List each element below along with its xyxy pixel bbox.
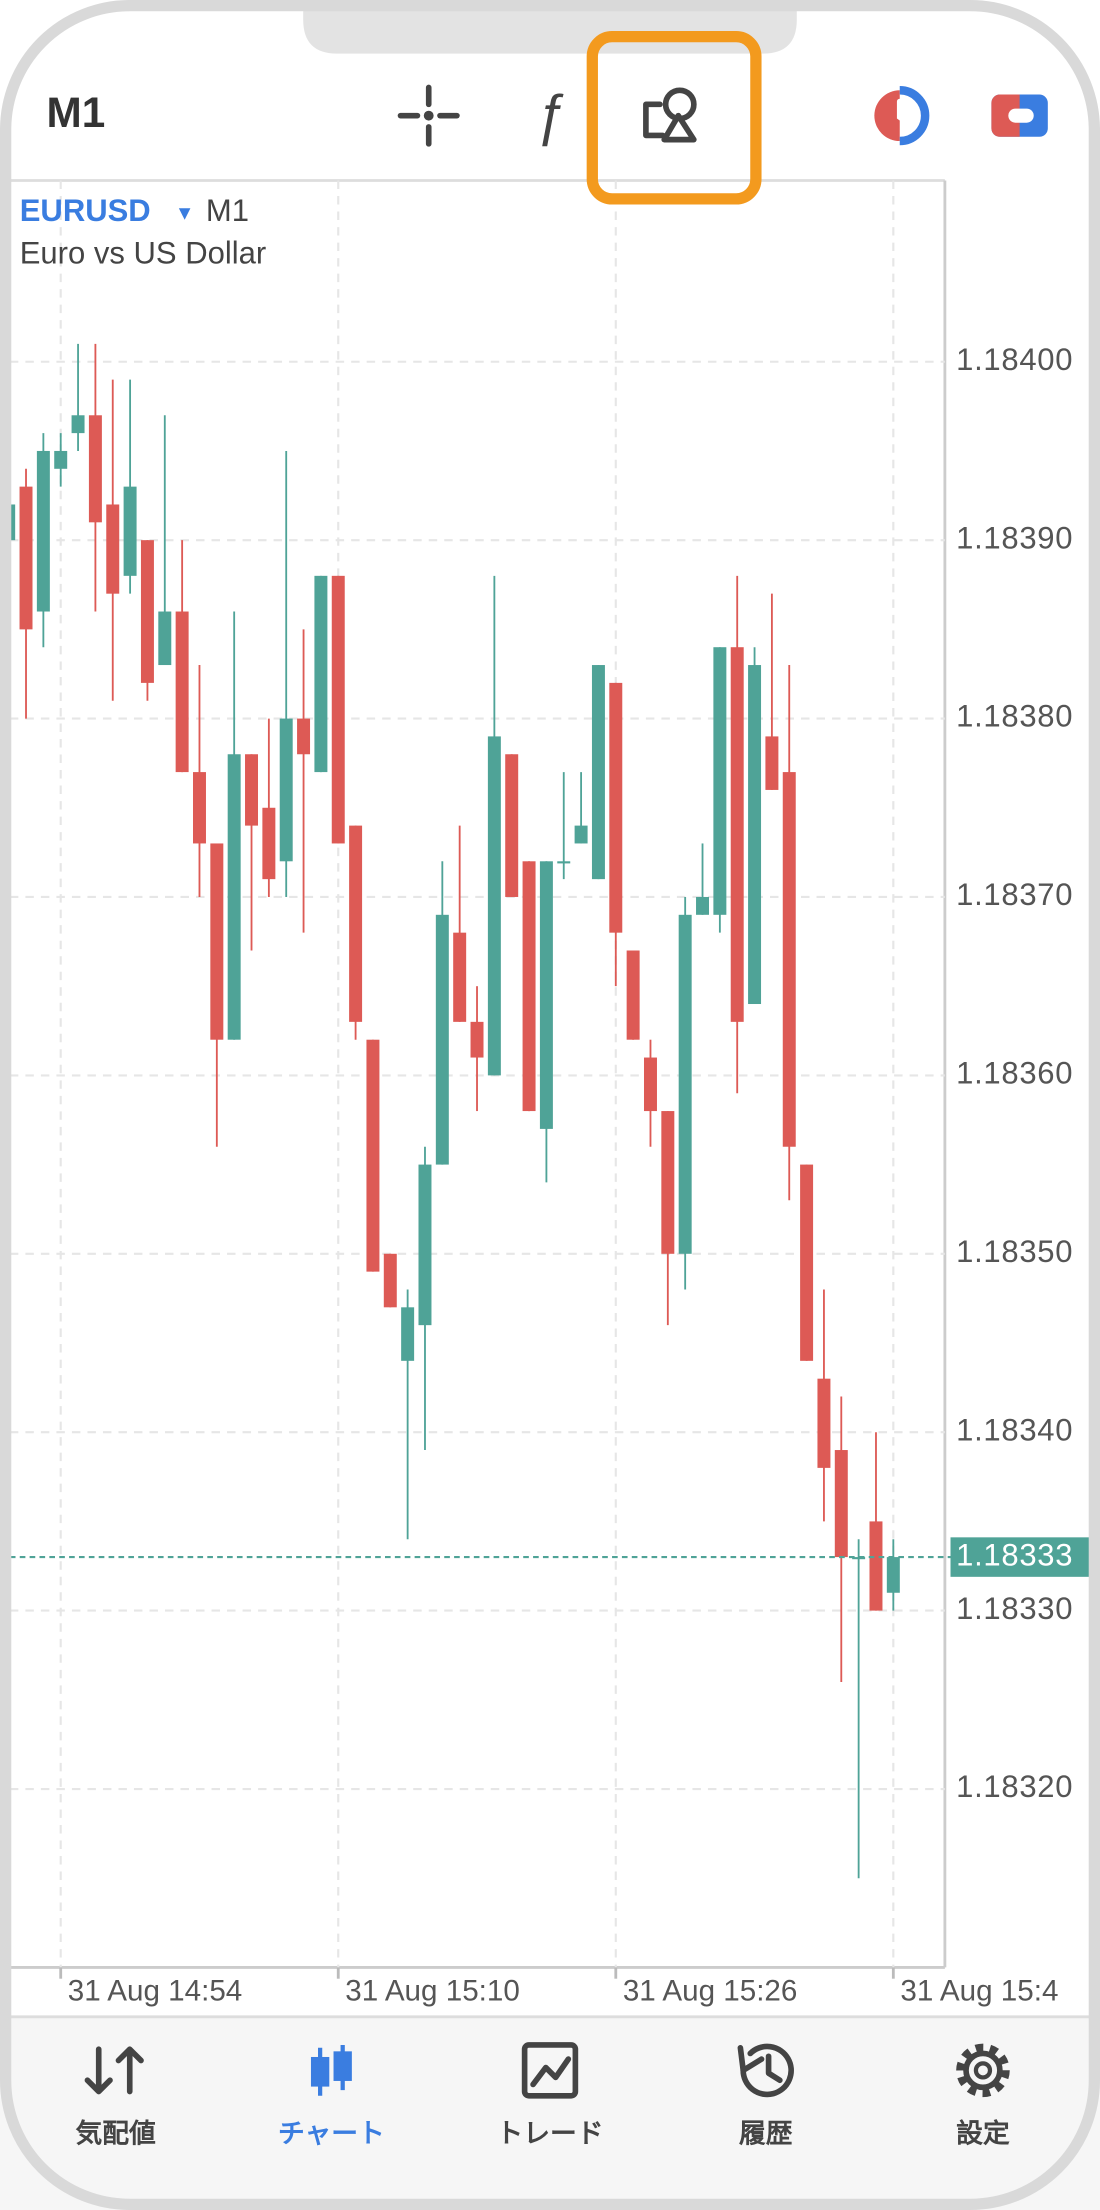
- candle-body: [817, 1378, 831, 1468]
- indicators-button[interactable]: ƒ: [534, 82, 565, 146]
- candle-body: [643, 1057, 657, 1112]
- candle-body: [331, 575, 345, 844]
- current-price-box: [950, 1537, 1095, 1577]
- candle-body: [175, 611, 189, 773]
- candle-body: [713, 647, 727, 915]
- candle-body: [279, 718, 293, 862]
- candle-body: [557, 861, 571, 864]
- y-tick-label: 1.18340: [956, 1412, 1073, 1447]
- candle-body: [71, 415, 85, 434]
- candle-body: [366, 1039, 380, 1272]
- highlight-box: [586, 31, 762, 205]
- chart-timeframe: M1: [206, 193, 249, 228]
- candle-body: [314, 575, 328, 773]
- candle-body: [297, 718, 311, 755]
- y-tick-label: 1.18390: [956, 520, 1073, 555]
- x-tick-label: 31 Aug 14:54: [68, 1975, 243, 2008]
- candle-body: [748, 665, 762, 1005]
- candle-body: [522, 861, 536, 1112]
- current-price-label: 1.18333: [956, 1537, 1073, 1572]
- candle-body: [626, 950, 640, 1040]
- description: Euro vs US Dollar: [20, 235, 266, 270]
- candle-body: [609, 682, 623, 933]
- candle-body: [696, 896, 710, 915]
- candle-body: [54, 450, 68, 469]
- candle-body: [574, 825, 588, 844]
- candle-body: [19, 486, 33, 630]
- tab-label[interactable]: 履歴: [739, 2118, 793, 2148]
- candle-body: [418, 1164, 432, 1326]
- candle-body: [834, 1450, 848, 1558]
- candle-body: [435, 914, 449, 1165]
- candle-body: [245, 754, 259, 826]
- y-tick-label: 1.18400: [956, 342, 1073, 377]
- candle-body: [800, 1164, 814, 1361]
- x-tick-label: 31 Aug 15:26: [623, 1975, 798, 2008]
- candle-body: [140, 540, 154, 683]
- tab-label[interactable]: トレード: [496, 2118, 603, 2148]
- y-tick-label: 1.18350: [956, 1234, 1073, 1269]
- candle-body: [158, 611, 172, 666]
- candle-body: [192, 772, 206, 844]
- y-tick-label: 1.18330: [956, 1591, 1073, 1626]
- tab-label[interactable]: 設定: [956, 2117, 1010, 2148]
- objects-button[interactable]: [643, 87, 697, 143]
- candle-body: [106, 504, 120, 594]
- candle-body: [487, 736, 501, 1076]
- y-tick-label: 1.18370: [956, 877, 1073, 912]
- y-tick-label: 1.18380: [956, 699, 1073, 734]
- history-icon[interactable]: [737, 2043, 794, 2098]
- axes: 1.18320 1.18330 1.18340 1.18350 1.18360 1.183…: [9, 342, 1095, 2008]
- tab-bar: [0, 2016, 1100, 2210]
- candle-body: [886, 1557, 900, 1593]
- candles: [9, 343, 900, 1879]
- x-tick-label: 31 Aug 15:4: [900, 1975, 1058, 2008]
- chart-icon[interactable]: [310, 2044, 352, 2096]
- quotes-icon[interactable]: [84, 2046, 144, 2095]
- candle-body: [869, 1521, 883, 1611]
- candle-body: [123, 486, 137, 576]
- candle-body: [453, 932, 467, 1022]
- settings-icon[interactable]: [956, 2043, 1010, 2098]
- trade-tab-icon[interactable]: [521, 2042, 579, 2099]
- symbol-dropdown[interactable]: ▼: [175, 203, 195, 225]
- y-tick-label: 1.18360: [956, 1056, 1073, 1091]
- candle-body: [591, 665, 605, 880]
- candle-body: [9, 504, 16, 541]
- candle-body: [730, 647, 744, 1022]
- candle-body: [262, 807, 276, 880]
- tab-label[interactable]: 気配値: [75, 2117, 156, 2148]
- x-tick-label: 31 Aug 15:10: [345, 1975, 520, 2008]
- candle-body: [383, 1253, 397, 1308]
- account-icon[interactable]: [874, 86, 930, 146]
- symbol[interactable]: EURUSD: [20, 193, 151, 228]
- candle-body: [88, 415, 102, 523]
- candle-body: [539, 861, 553, 1129]
- candle-body: [401, 1307, 415, 1361]
- timeframe-button[interactable]: M1: [47, 89, 106, 136]
- candle-body: [661, 1111, 675, 1254]
- trade-icon[interactable]: [991, 94, 1048, 137]
- candle-body: [227, 754, 241, 1040]
- candle-body: [678, 914, 692, 1254]
- candle-body: [782, 772, 796, 1147]
- candle-body: [210, 843, 224, 1040]
- candle-body: [765, 736, 779, 790]
- crosshair-button[interactable]: [397, 84, 460, 147]
- candle-body: [505, 754, 519, 897]
- tab-label[interactable]: チャート: [278, 2118, 385, 2148]
- candle-body: [36, 450, 50, 612]
- y-tick-label: 1.18320: [956, 1769, 1073, 1804]
- candle-body: [349, 825, 363, 1022]
- candle-body: [852, 1557, 866, 1560]
- candle-body: [470, 1021, 484, 1058]
